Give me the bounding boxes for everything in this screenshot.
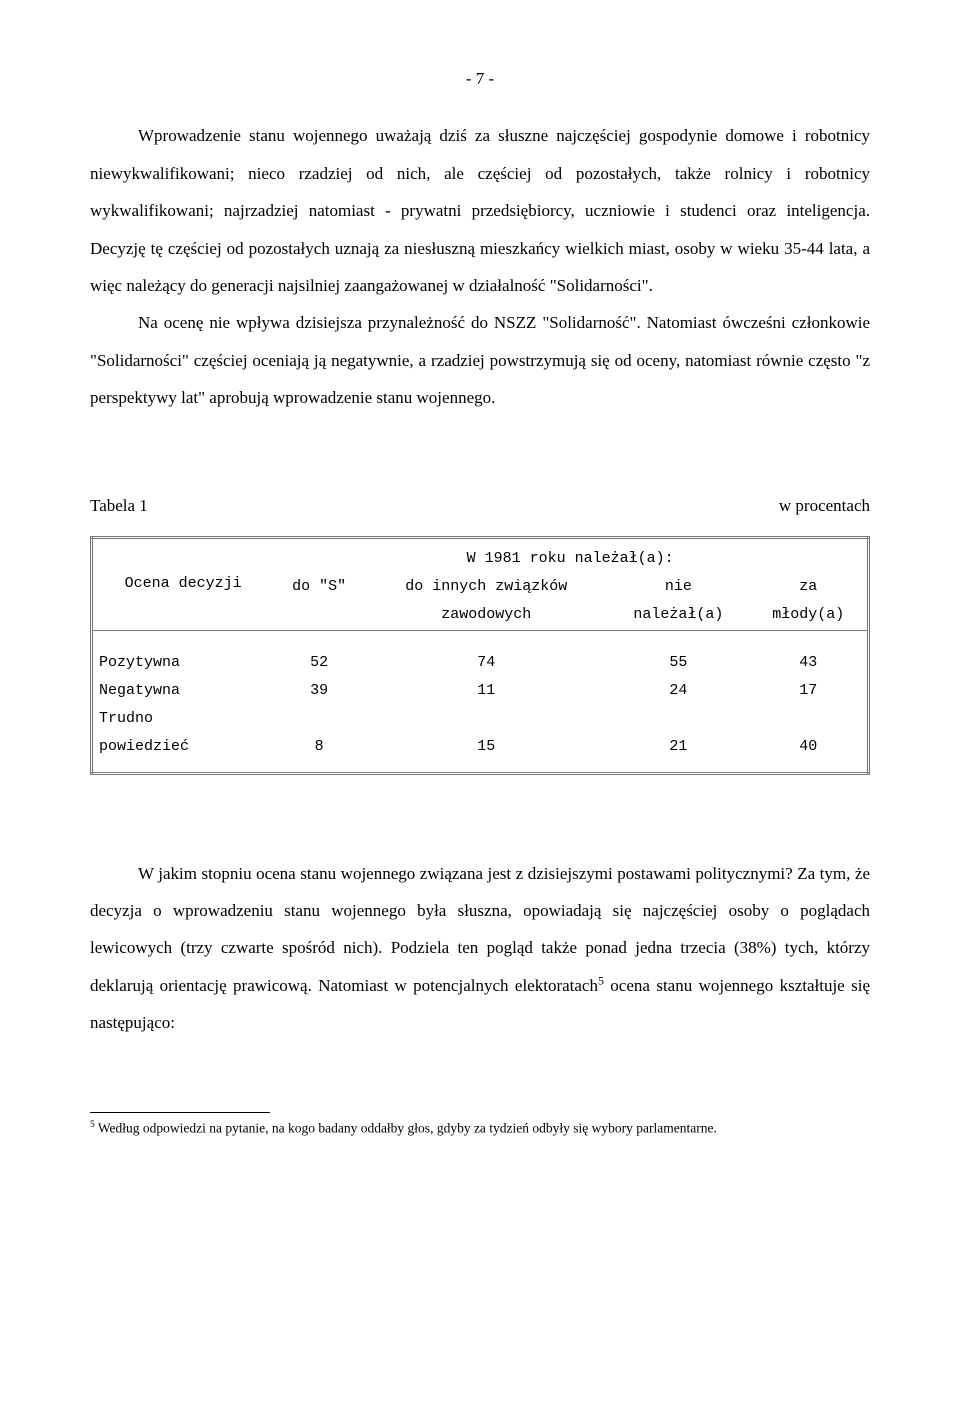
col-4-header-a: za [749, 573, 868, 601]
col-1-header-b [273, 601, 365, 630]
row-1-val-4: 43 [749, 630, 868, 677]
row-2-val-1: 39 [273, 677, 365, 705]
row-3-val-2: 15 [365, 733, 607, 773]
row-3-val-3: 21 [607, 733, 749, 773]
row-3-val-4: 40 [749, 733, 868, 773]
row-header-label: Ocena decyzji [92, 537, 274, 630]
col-3-header-b: należał(a) [607, 601, 749, 630]
row-3-val-1: 8 [273, 733, 365, 773]
footnote-text: Według odpowiedzi na pytanie, na kogo ba… [95, 1120, 717, 1135]
col-3-header-a: nie [607, 573, 749, 601]
empty-cell [607, 705, 749, 733]
row-1-val-2: 74 [365, 630, 607, 677]
col-2-header-b: zawodowych [365, 601, 607, 630]
super-header: W 1981 roku należał(a): [273, 537, 868, 573]
row-2-val-3: 24 [607, 677, 749, 705]
paragraph-2: Na ocenę nie wpływa dzisiejsza przynależ… [90, 304, 870, 416]
footnote-rule [90, 1112, 270, 1113]
empty-cell [273, 705, 365, 733]
row-1-val-1: 52 [273, 630, 365, 677]
row-1-label: Pozytywna [92, 630, 274, 677]
data-table: Ocena decyzji W 1981 roku należał(a): do… [90, 536, 870, 775]
footnote: 5 Według odpowiedzi na pytanie, na kogo … [90, 1119, 870, 1138]
row-2-val-2: 11 [365, 677, 607, 705]
row-2-label: Negatywna [92, 677, 274, 705]
row-3-label-b: powiedzieć [92, 733, 274, 773]
col-4-header-b: młody(a) [749, 601, 868, 630]
empty-cell [749, 705, 868, 733]
page-number: - 7 - [90, 60, 870, 97]
col-2-header-a: do innych związków [365, 573, 607, 601]
row-3-label-a: Trudno [92, 705, 274, 733]
table-label: Tabela 1 [90, 487, 148, 524]
row-1-val-3: 55 [607, 630, 749, 677]
col-1-header: do "S" [273, 573, 365, 601]
paragraph-3: W jakim stopniu ocena stanu wojennego zw… [90, 855, 870, 1042]
table-caption: Tabela 1 w procentach [90, 487, 870, 524]
row-2-val-4: 17 [749, 677, 868, 705]
table-unit: w procentach [779, 487, 870, 524]
paragraph-1: Wprowadzenie stanu wojennego uważają dzi… [90, 117, 870, 304]
empty-cell [365, 705, 607, 733]
